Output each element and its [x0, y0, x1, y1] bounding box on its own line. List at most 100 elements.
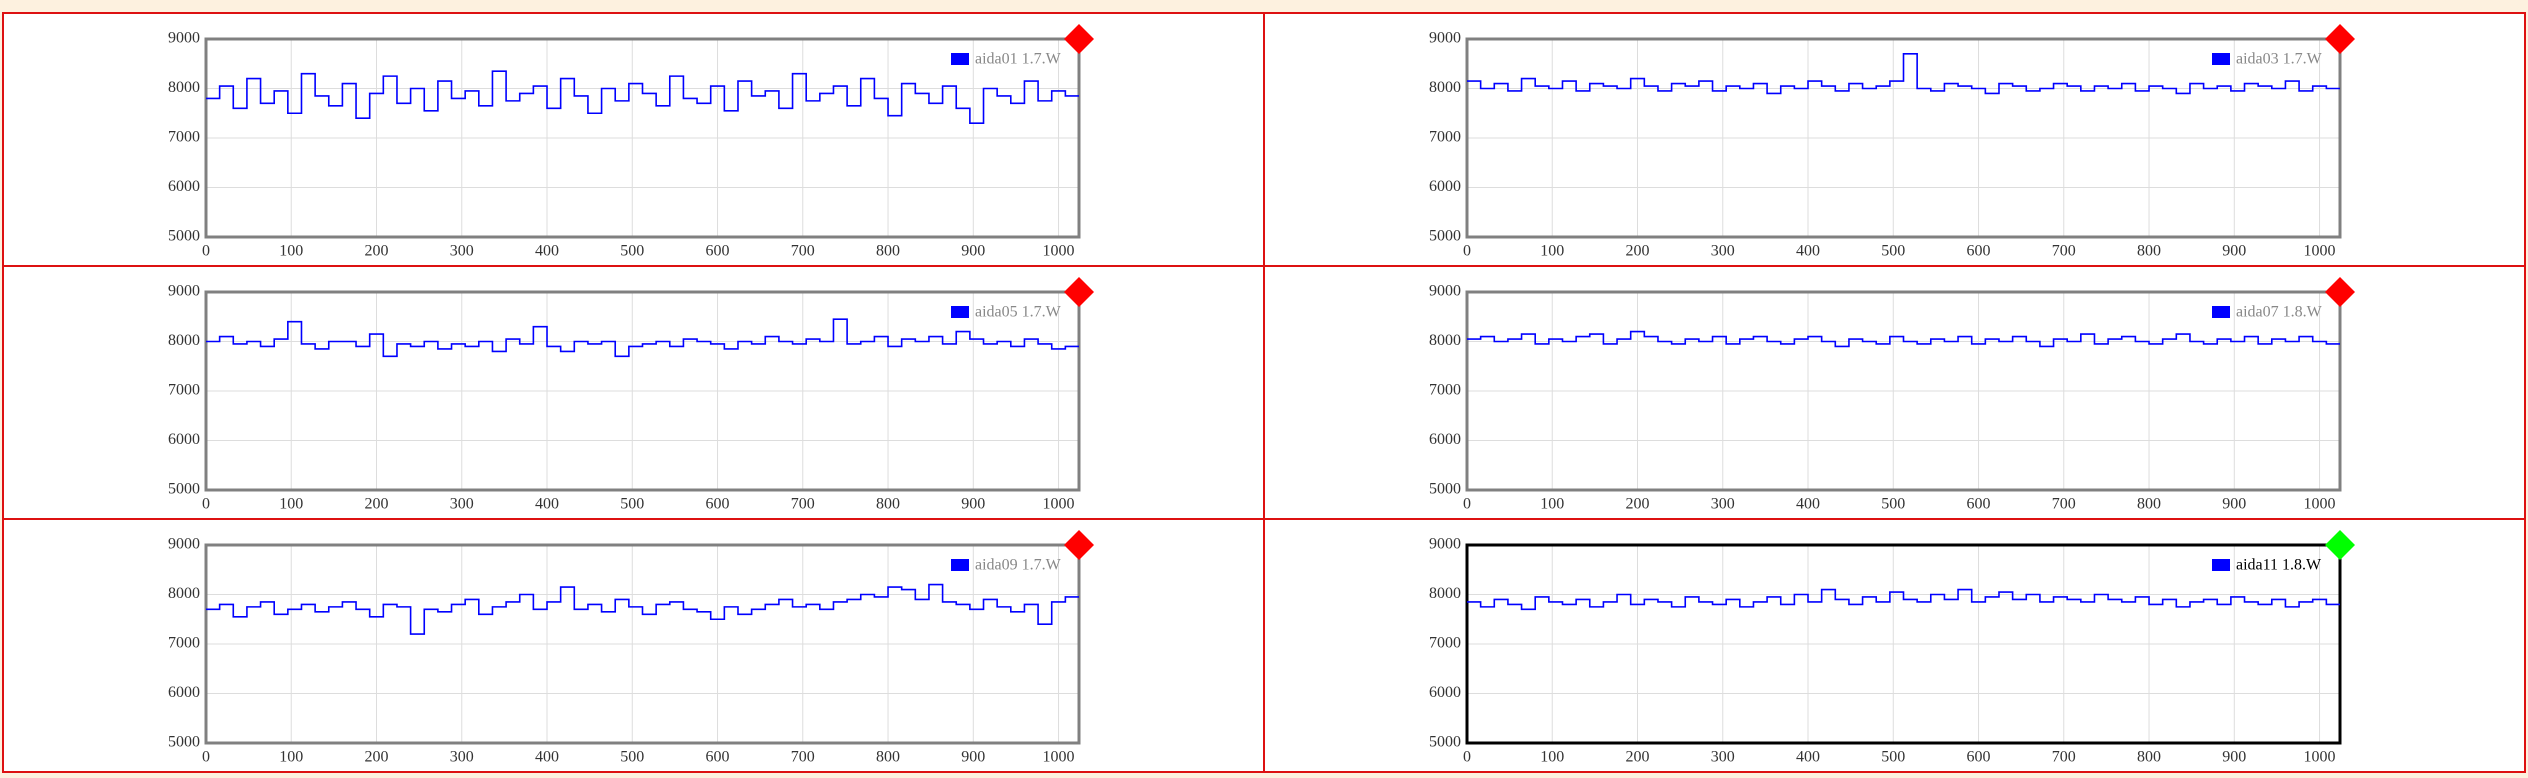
- x-tick-label: 400: [1796, 496, 1820, 513]
- y-tick-label: 7000: [1429, 129, 1461, 146]
- x-tick-label: 700: [2052, 243, 2076, 260]
- x-tick-label: 800: [876, 496, 900, 513]
- x-tick-label: 200: [365, 496, 389, 513]
- x-tick-label: 200: [1626, 749, 1650, 766]
- y-tick-label: 6000: [168, 431, 200, 448]
- y-tick-label: 9000: [168, 30, 200, 47]
- status-indicator: [2325, 530, 2355, 560]
- x-tick-label: 1000: [1043, 496, 1075, 513]
- legend-swatch: [2212, 53, 2230, 65]
- x-tick-label: 1000: [2304, 749, 2336, 766]
- y-tick-label: 8000: [1429, 585, 1461, 602]
- y-tick-label: 9000: [1429, 536, 1461, 553]
- status-indicator: [2325, 277, 2355, 307]
- y-tick-label: 9000: [168, 283, 200, 300]
- x-tick-label: 700: [791, 243, 815, 260]
- panel: [1263, 265, 2526, 520]
- y-tick-label: 6000: [168, 684, 200, 701]
- y-tick-label: 6000: [1429, 431, 1461, 448]
- x-tick-label: 700: [2052, 496, 2076, 513]
- y-tick-label: 5000: [1429, 228, 1461, 245]
- legend-label: aida05 1.7.W: [975, 304, 1062, 321]
- y-tick-label: 9000: [1429, 283, 1461, 300]
- x-tick-label: 900: [961, 749, 985, 766]
- x-tick-label: 300: [1711, 496, 1735, 513]
- x-tick-label: 600: [1967, 243, 1991, 260]
- y-tick-label: 7000: [168, 382, 200, 399]
- x-tick-label: 0: [1463, 749, 1471, 766]
- y-tick-label: 6000: [1429, 178, 1461, 195]
- legend-swatch: [951, 306, 969, 318]
- y-tick-label: 5000: [168, 734, 200, 751]
- status-indicator: [2325, 24, 2355, 54]
- y-tick-label: 6000: [168, 178, 200, 195]
- x-tick-label: 100: [1540, 496, 1564, 513]
- x-tick-label: 900: [2222, 496, 2246, 513]
- x-tick-label: 500: [620, 243, 644, 260]
- data-line: [206, 70, 1079, 124]
- y-tick-label: 7000: [1429, 382, 1461, 399]
- x-tick-label: 1000: [2304, 243, 2336, 260]
- panel: [2, 265, 1265, 520]
- plot-frame: [204, 543, 1081, 745]
- x-tick-label: 100: [279, 749, 303, 766]
- x-tick-label: 900: [961, 243, 985, 260]
- x-tick-label: 100: [1540, 243, 1564, 260]
- x-tick-label: 300: [450, 496, 474, 513]
- data-line: [1467, 588, 2340, 611]
- panel: [2, 12, 1265, 267]
- legend-swatch: [2212, 559, 2230, 571]
- panel: [1263, 518, 2526, 773]
- x-tick-label: 0: [202, 749, 210, 766]
- data-line: [206, 318, 1079, 358]
- x-tick-label: 100: [1540, 749, 1564, 766]
- x-tick-label: 800: [2137, 749, 2161, 766]
- x-tick-label: 400: [535, 496, 559, 513]
- plot-frame: [1465, 37, 2342, 239]
- status-indicator: [1064, 277, 1094, 307]
- y-tick-label: 6000: [1429, 684, 1461, 701]
- legend-label: aida01 1.7.W: [975, 51, 1062, 68]
- legend-label: aida09 1.7.W: [975, 557, 1062, 574]
- x-tick-label: 600: [1967, 496, 1991, 513]
- legend-label: aida03 1.7.W: [2236, 51, 2323, 68]
- x-tick-label: 800: [876, 749, 900, 766]
- x-tick-label: 700: [791, 496, 815, 513]
- legend-swatch: [951, 559, 969, 571]
- x-tick-label: 300: [1711, 749, 1735, 766]
- x-tick-label: 500: [1881, 243, 1905, 260]
- y-tick-label: 8000: [168, 79, 200, 96]
- x-tick-label: 600: [706, 749, 730, 766]
- x-tick-label: 1000: [1043, 243, 1075, 260]
- x-tick-label: 700: [2052, 749, 2076, 766]
- y-tick-label: 7000: [1429, 635, 1461, 652]
- x-tick-label: 300: [450, 749, 474, 766]
- x-tick-label: 600: [1967, 749, 1991, 766]
- x-tick-label: 500: [1881, 496, 1905, 513]
- legend-label: aida07 1.8.W: [2236, 304, 2323, 321]
- x-tick-label: 1000: [2304, 496, 2336, 513]
- y-tick-label: 5000: [1429, 734, 1461, 751]
- y-tick-label: 7000: [168, 635, 200, 652]
- x-tick-label: 500: [1881, 749, 1905, 766]
- plot-frame: [1465, 290, 2342, 492]
- x-tick-label: 1000: [1043, 749, 1075, 766]
- x-tick-label: 0: [1463, 496, 1471, 513]
- plot-frame: [204, 290, 1081, 492]
- status-indicator: [1064, 530, 1094, 560]
- y-tick-label: 8000: [1429, 332, 1461, 349]
- x-tick-label: 200: [365, 243, 389, 260]
- plot-frame: [204, 37, 1081, 239]
- status-indicator: [1064, 24, 1094, 54]
- plot-frame: [1465, 543, 2342, 745]
- legend-swatch: [951, 53, 969, 65]
- y-tick-label: 5000: [168, 481, 200, 498]
- x-tick-label: 200: [365, 749, 389, 766]
- x-tick-label: 500: [620, 749, 644, 766]
- x-tick-label: 400: [535, 749, 559, 766]
- panel: [2, 518, 1265, 773]
- y-tick-label: 9000: [1429, 30, 1461, 47]
- data-line: [1467, 53, 2340, 95]
